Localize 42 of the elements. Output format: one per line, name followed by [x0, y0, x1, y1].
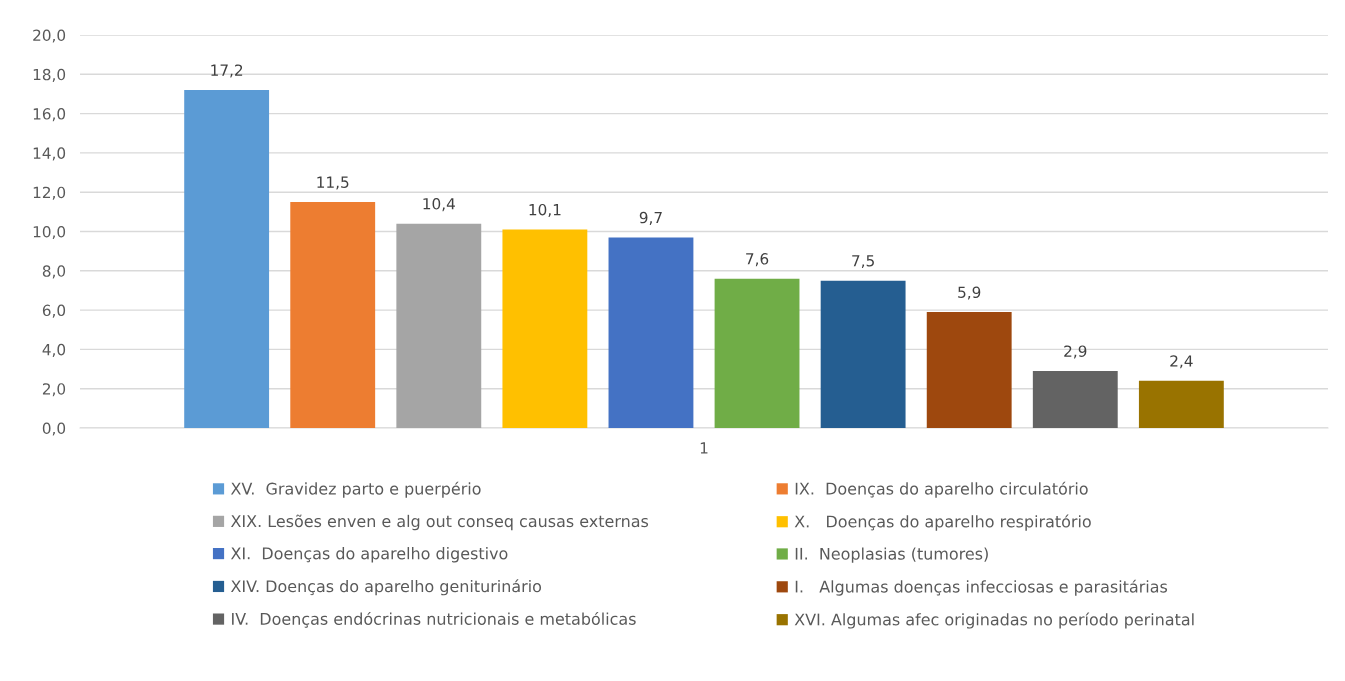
y-tick-label: 16,0	[33, 108, 66, 122]
bar	[1032, 371, 1118, 428]
data-label: 10,4	[423, 198, 455, 212]
legend-label: XV. Gravidez parto e puerpério	[230, 481, 481, 498]
bar	[608, 237, 694, 428]
data-label: 9,7	[639, 211, 662, 225]
y-tick-label: 10,0	[33, 225, 66, 240]
bar	[290, 202, 376, 428]
legend-label: XVI. Algumas afec originadas no período perinatal	[794, 612, 1194, 629]
data-label: 7,6	[746, 253, 769, 267]
y-tick-label: 20,0	[33, 29, 66, 43]
data-label: 2,9	[1064, 345, 1087, 359]
x-tick-label: 1	[700, 442, 708, 454]
y-tick-label: 8,0	[42, 265, 66, 279]
bar	[396, 223, 482, 428]
y-tick-label: 4,0	[42, 343, 66, 357]
data-label: 7,5	[852, 255, 874, 269]
bar	[820, 280, 906, 428]
legend-label: IV. Doenças endócrinas nutricionais e metabólicas	[232, 611, 636, 628]
y-tick-label: 12,0	[33, 186, 66, 200]
legend-label: XIX. Lesões enven e alg out conseq causas externas	[230, 514, 649, 531]
legend-label: XIV. Doenças do aparelho geniturinário	[230, 579, 542, 596]
data-label: 11,5	[317, 176, 349, 190]
y-tick-label: 6,0	[42, 304, 66, 318]
y-tick-label: 14,0	[33, 147, 66, 161]
legend-label: I. Algumas doenças infecciosas e parasitárias	[795, 579, 1168, 596]
y-tick-label: 0,0	[42, 422, 66, 436]
y-tick-label: 18,0	[33, 68, 66, 82]
data-label: 2,4	[1170, 355, 1193, 369]
data-label: 5,9	[958, 286, 981, 300]
bar	[502, 229, 588, 428]
legend-label: IX. Doenças do aparelho circulatório	[795, 481, 1088, 498]
bar	[1138, 380, 1224, 428]
bar	[184, 90, 270, 428]
legend-label: X. Doenças do aparelho respiratório	[794, 514, 1091, 531]
legend-label: XI. Doenças do aparelho digestivo	[230, 547, 508, 563]
legend-label: II. Neoplasias (tumores)	[795, 547, 988, 563]
data-label: 10,1	[529, 203, 561, 218]
bar	[926, 312, 1012, 428]
data-label: 17,2	[211, 64, 243, 78]
bar	[714, 278, 800, 428]
y-tick-label: 2,0	[42, 383, 66, 397]
